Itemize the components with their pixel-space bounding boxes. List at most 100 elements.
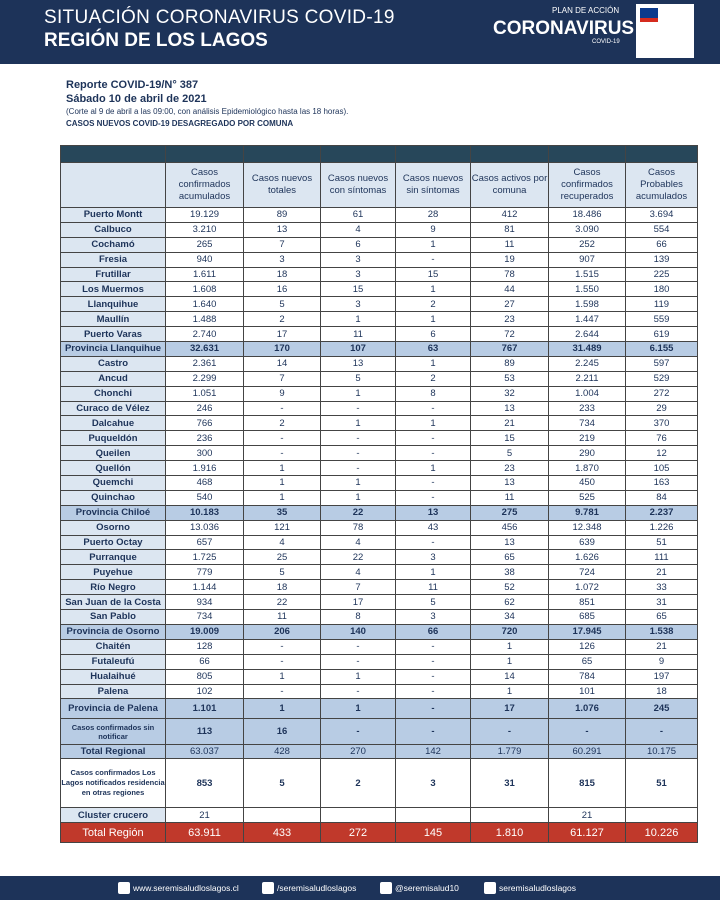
cell: 23 [470,460,549,477]
cell: 102 [165,683,244,700]
cell: - [548,718,626,746]
table-row: Futaleufú 66- - -1 65 9 [60,653,698,670]
cell: 233 [548,400,626,417]
cell: 14 [243,355,321,372]
cell: 2.237 [625,504,698,521]
row-name: Puqueldón [60,430,166,447]
table-bar [60,145,698,163]
cell: - [320,445,396,462]
cell: 10.175 [625,744,698,760]
cell: 11 [470,489,549,506]
cell: 62 [470,594,549,611]
cell: 1.725 [165,549,244,566]
cell: 1 [243,460,321,477]
report-info: Reporte COVID-19/N° 387 Sábado 10 de abr… [66,78,348,130]
cell: 1.144 [165,579,244,596]
cell: - [395,251,471,268]
cell: 1.051 [165,385,244,402]
cell: - [320,430,396,447]
cell: 22 [320,549,396,566]
cell: 851 [548,594,626,611]
cell: 540 [165,489,244,506]
cell: 1 [395,564,471,581]
cell: 21 [470,415,549,432]
cell: - [395,400,471,417]
row-name: Osorno [60,519,166,536]
cell: 5 [320,370,396,387]
cell: 370 [625,415,698,432]
cell: 19 [470,251,549,268]
cell: 9 [625,653,698,670]
cell: 1 [243,489,321,506]
cell: 4 [243,534,321,551]
header: SITUACIÓN CORONAVIRUS COVID-19 REGIÓN DE… [0,0,720,64]
table-row: Queilen 300- - -5 290 12 [60,445,698,462]
cell: 142 [395,744,471,760]
row-name: Total Regional [60,744,166,760]
cell: 225 [625,266,698,283]
row-name: Provincia de Palena [60,698,166,720]
cell: 11 [243,609,321,625]
cell: 245 [625,698,698,720]
cell: 119 [625,296,698,313]
cell: 13 [470,475,549,491]
cell: - [395,698,471,720]
cell: 1 [320,415,396,432]
cell: 107 [320,341,396,357]
cell: 529 [625,370,698,387]
row-name: Quinchao [60,489,166,506]
cell: 53 [470,370,549,387]
table-row: Total Región 63.911 433 272 145 1.810 61.127 10… [60,822,698,844]
title: SITUACIÓN CORONAVIRUS COVID-19 [44,7,395,28]
row-name: Provincia Chiloé [60,504,166,521]
table-row: Palena 102- - -1 101 18 [60,683,698,700]
cell: - [395,489,471,506]
cell: - [243,638,321,655]
cell: 16 [243,718,321,746]
cell: 815 [548,758,626,809]
table-row: Purranque 1.725 25 22 3 65 1.626 111 [60,549,698,566]
cell: 1.870 [548,460,626,477]
cell [395,807,471,824]
cell: 6 [395,326,471,343]
table-row: Total Regional 63.037 428 270 142 1.779 60.291… [60,744,698,760]
cell: 1.626 [548,549,626,566]
column-header: Casos confirmados recuperados [548,162,626,208]
cell: 5 [243,296,321,313]
table-row: Curaco de Vélez 246- - -13 233 29 [60,400,698,417]
row-name: Futaleufú [60,653,166,670]
cell: 559 [625,311,698,328]
footer-instagram: seremisaludloslagos [484,882,576,894]
table-row: Cochamó 265 7 6 1 11 252 66 [60,236,698,253]
cell: 412 [470,207,549,223]
cell: - [395,668,471,685]
cell: 468 [165,475,244,491]
cell: 1.101 [165,698,244,720]
row-name: Puerto Varas [60,326,166,343]
cell: 1.810 [470,822,549,844]
table-row: Provincia de Osorno 19.009 206 140 66 720 17.9… [60,623,698,640]
cell: 61.127 [548,822,626,844]
cell: 428 [243,744,321,760]
cell: 21 [625,638,698,655]
cell: 2 [395,296,471,313]
table-row: Puerto Varas 2.740 17 11 6 72 2.644 619 [60,326,698,343]
facebook-link: /seremisaludloslagos [277,883,357,893]
cell: 32 [470,385,549,402]
table-row: Chonchi 1.051 9 1 8 32 1.004 272 [60,385,698,402]
cell: 31 [470,758,549,809]
cell: 3 [395,758,471,809]
footer-web: www.seremisaludloslagos.cl [118,882,239,894]
cell: 1.779 [470,744,549,760]
table-row: Calbuco 3.210 13 4 9 81 3.090 554 [60,221,698,238]
cell: - [320,653,396,670]
cell: 11 [395,579,471,596]
cell: 17 [320,594,396,611]
cell: 2.361 [165,355,244,372]
cell: 657 [165,534,244,551]
row-name: Río Negro [60,579,166,596]
table-row: Provincia Llanquihue 32.631 170 107 63 767 31.… [60,341,698,357]
cell [320,807,396,824]
cell: 10.183 [165,504,244,521]
